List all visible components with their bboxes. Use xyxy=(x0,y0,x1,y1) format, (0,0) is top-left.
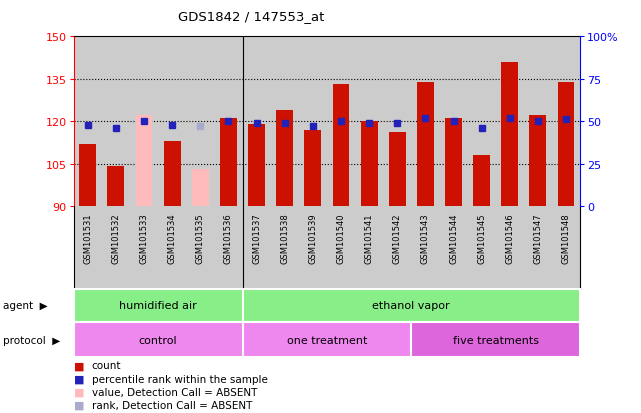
Text: protocol  ▶: protocol ▶ xyxy=(3,335,60,345)
Text: ■: ■ xyxy=(74,400,84,410)
Text: GSM101537: GSM101537 xyxy=(252,213,261,264)
Text: GSM101533: GSM101533 xyxy=(140,213,149,264)
Bar xyxy=(501,62,518,206)
Bar xyxy=(304,131,321,206)
Text: GSM101543: GSM101543 xyxy=(421,213,430,263)
Bar xyxy=(220,119,237,206)
Text: GSM101547: GSM101547 xyxy=(533,213,542,263)
Bar xyxy=(108,167,124,206)
Text: rank, Detection Call = ABSENT: rank, Detection Call = ABSENT xyxy=(92,400,252,410)
Text: GSM101534: GSM101534 xyxy=(168,213,177,263)
Text: GSM101531: GSM101531 xyxy=(83,213,92,263)
Text: five treatments: five treatments xyxy=(453,335,538,345)
Bar xyxy=(445,119,462,206)
Text: ■: ■ xyxy=(74,374,84,384)
Text: GSM101532: GSM101532 xyxy=(112,213,121,263)
Bar xyxy=(558,82,574,206)
Text: GSM101536: GSM101536 xyxy=(224,213,233,264)
Text: GSM101548: GSM101548 xyxy=(562,213,570,263)
Text: ■: ■ xyxy=(74,361,84,370)
Text: percentile rank within the sample: percentile rank within the sample xyxy=(92,374,267,384)
Text: GSM101539: GSM101539 xyxy=(308,213,317,263)
Text: ethanol vapor: ethanol vapor xyxy=(372,301,450,311)
Text: GSM101541: GSM101541 xyxy=(365,213,374,263)
Text: GSM101538: GSM101538 xyxy=(280,213,289,264)
Text: GSM101542: GSM101542 xyxy=(393,213,402,263)
Text: GSM101544: GSM101544 xyxy=(449,213,458,263)
Bar xyxy=(163,142,181,206)
Bar xyxy=(473,156,490,206)
Bar xyxy=(333,85,349,206)
Bar xyxy=(74,289,242,322)
Text: GDS1842 / 147553_at: GDS1842 / 147553_at xyxy=(178,10,324,23)
Bar xyxy=(136,116,153,206)
Bar xyxy=(529,116,546,206)
Text: GSM101546: GSM101546 xyxy=(505,213,514,263)
Bar xyxy=(242,289,580,322)
Text: ■: ■ xyxy=(74,387,84,397)
Text: GSM101535: GSM101535 xyxy=(196,213,205,263)
Text: control: control xyxy=(139,335,178,345)
Text: agent  ▶: agent ▶ xyxy=(3,301,48,311)
Text: GSM101545: GSM101545 xyxy=(477,213,486,263)
Bar xyxy=(276,111,293,206)
Text: count: count xyxy=(92,361,121,370)
Bar xyxy=(417,82,434,206)
Text: GSM101540: GSM101540 xyxy=(337,213,345,263)
Bar xyxy=(361,122,378,206)
Bar xyxy=(192,170,209,206)
Bar xyxy=(389,133,406,206)
Text: humidified air: humidified air xyxy=(119,301,197,311)
Bar xyxy=(412,322,580,357)
Text: one treatment: one treatment xyxy=(287,335,367,345)
Text: value, Detection Call = ABSENT: value, Detection Call = ABSENT xyxy=(92,387,257,397)
Bar xyxy=(242,322,412,357)
Bar xyxy=(74,322,242,357)
Bar xyxy=(79,145,96,206)
Bar xyxy=(248,125,265,206)
